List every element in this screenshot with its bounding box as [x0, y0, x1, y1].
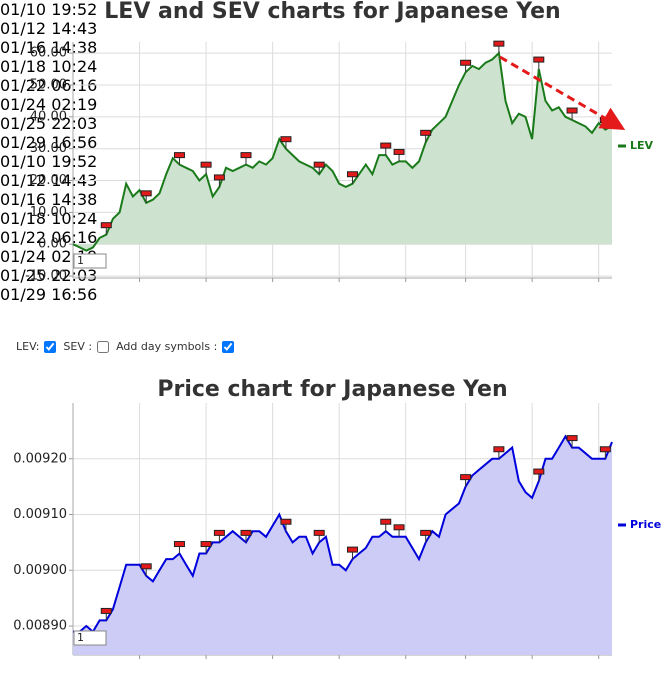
- y-tick-label: 40.00: [30, 109, 67, 124]
- day-symbol: [493, 446, 505, 453]
- day-symbol: [140, 563, 152, 570]
- chart-title: Price chart for Japanese Yen: [157, 377, 507, 402]
- day-symbol: [313, 529, 325, 536]
- area: [73, 436, 612, 655]
- day-symbol: [599, 446, 611, 453]
- day-symbol: [346, 171, 358, 178]
- day-symbol: [460, 59, 472, 66]
- y-tick-label: 10.00: [30, 205, 67, 220]
- day-symbol: [200, 541, 212, 548]
- day-symbol: [313, 161, 325, 168]
- area: [73, 53, 612, 251]
- day-symbol: [393, 148, 405, 155]
- y-tick-label: 60.00: [30, 46, 67, 61]
- range-box-text: 1: [77, 254, 84, 267]
- day-symbol: [420, 529, 432, 536]
- day-symbol: [213, 529, 225, 536]
- day-symbols-label: Add day symbols :: [116, 340, 218, 353]
- legend-label: LEV: [630, 139, 654, 152]
- y-tick-label: -10.00: [25, 269, 67, 284]
- y-tick-label: 0.00900: [13, 563, 67, 578]
- chart-title: LEV and SEV charts for Japanese Yen: [104, 0, 560, 24]
- lev-checkbox[interactable]: [44, 340, 57, 353]
- day-symbol: [533, 468, 545, 475]
- range-box-text: 1: [77, 631, 84, 644]
- day-symbol: [200, 161, 212, 168]
- day-symbol: [213, 174, 225, 181]
- y-tick-label: 0.00: [38, 237, 67, 252]
- range-box: [73, 253, 107, 269]
- day-symbol: [346, 546, 358, 553]
- day-symbol: [100, 607, 112, 614]
- day-symbol: [140, 190, 152, 197]
- x-tick-label: 01/12 14:43: [0, 19, 98, 38]
- day-symbol: [566, 107, 578, 114]
- lev-label: LEV:: [16, 340, 40, 353]
- y-tick-label: 0.00920: [13, 451, 67, 466]
- y-tick-label: 0.00910: [13, 507, 67, 522]
- day-symbol: [420, 129, 432, 136]
- day-symbol: [380, 142, 392, 149]
- legend-label: Price: [630, 518, 661, 531]
- day-symbol: [240, 152, 252, 159]
- day-symbol: [240, 529, 252, 536]
- day-symbol: [380, 518, 392, 525]
- day-symbol: [280, 518, 292, 525]
- range-box: [73, 630, 107, 646]
- x-tick-label: 01/29 16:56: [0, 285, 98, 304]
- controls: LEV: SEV : Add day symbols :: [16, 340, 238, 353]
- y-tick-label: 30.00: [30, 141, 67, 156]
- trend-arrow: [499, 55, 626, 131]
- y-tick-label: 20.00: [30, 173, 67, 188]
- day-symbol: [280, 136, 292, 143]
- y-tick-label: 50.00: [30, 77, 67, 92]
- day-symbol: [533, 56, 545, 63]
- day-symbol: [173, 152, 185, 159]
- line: [72, 51, 613, 252]
- day-symbols-checkbox[interactable]: [222, 340, 235, 353]
- day-symbol: [173, 541, 185, 548]
- day-symbol: [566, 435, 578, 442]
- x-tick-label: 01/10 19:52: [0, 0, 98, 19]
- day-symbol: [460, 474, 472, 481]
- day-symbol: [393, 524, 405, 531]
- sev-label: SEV :: [63, 340, 93, 353]
- y-tick-label: 0.00890: [13, 619, 67, 634]
- day-symbol: [100, 222, 112, 229]
- day-symbol: [493, 40, 505, 47]
- sev-checkbox[interactable]: [97, 340, 110, 353]
- line: [73, 434, 613, 634]
